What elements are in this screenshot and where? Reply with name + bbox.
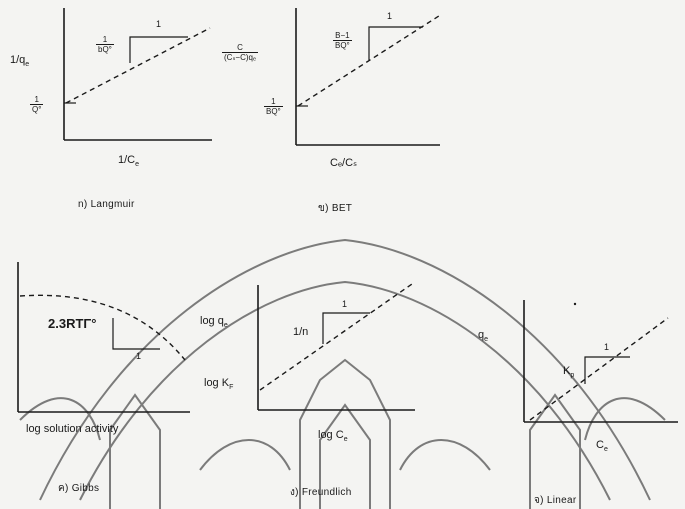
- gibbs-slope-label: 2.3RTΓ°: [48, 316, 97, 331]
- bet-caption: ข) BET: [318, 203, 353, 214]
- freundlich-y-label: log qe: [200, 315, 228, 330]
- linear-fit-line: [529, 317, 669, 421]
- langmuir-intercept-label: 1 Q°: [30, 95, 44, 114]
- bet-x-label: Cₑ/Cₛ: [330, 157, 358, 169]
- langmuir-slope-triangle: [129, 36, 188, 63]
- langmuir-caption: n) Langmuir: [78, 199, 135, 210]
- linear-slope-label: Kp: [563, 365, 575, 380]
- freundlich-caption: ง) Freundlich: [290, 487, 352, 498]
- bet-triangle-label: 1: [387, 11, 393, 21]
- langmuir-x-label: 1/Ce: [118, 154, 140, 169]
- gibbs-x-label: log solution activity: [26, 423, 119, 435]
- linear-y-label: qe: [478, 329, 489, 344]
- langmuir-triangle-label: 1: [156, 19, 162, 29]
- bet-slope-label: B−1 BQ°: [333, 31, 352, 50]
- langmuir-fit-line: [65, 27, 211, 104]
- langmuir-slope-label: 1 bQ°: [96, 35, 114, 54]
- freundlich-x-label: log Ce: [318, 429, 348, 444]
- linear-caption: จ) Linear: [534, 495, 577, 506]
- langmuir-y-label: 1/qe: [10, 54, 30, 69]
- freundlich-slope-triangle: [322, 312, 370, 344]
- linear-stray-dot: [573, 302, 577, 306]
- gibbs-curve: [19, 294, 186, 361]
- bet-y-label: C (Cₛ−C)qₑ: [222, 43, 258, 62]
- freundlich-triangle-label: 1: [342, 299, 348, 309]
- gibbs-slope-triangle: [112, 318, 160, 350]
- bet-fit-line: [297, 13, 443, 107]
- gibbs-caption: ค) Gibbs: [58, 483, 100, 494]
- bet-intercept-label: 1 BQ°: [264, 97, 283, 116]
- bet-slope-triangle: [368, 26, 423, 60]
- linear-triangle-label: 1: [604, 342, 610, 352]
- gibbs-triangle-label: 1: [136, 351, 142, 361]
- freundlich-slope-label: 1/n: [293, 326, 309, 338]
- freundlich-intercept-label: log KF: [204, 377, 234, 392]
- linear-x-label: Ce: [596, 439, 608, 454]
- freundlich-fit-line: [259, 283, 413, 391]
- linear-slope-triangle: [584, 356, 630, 384]
